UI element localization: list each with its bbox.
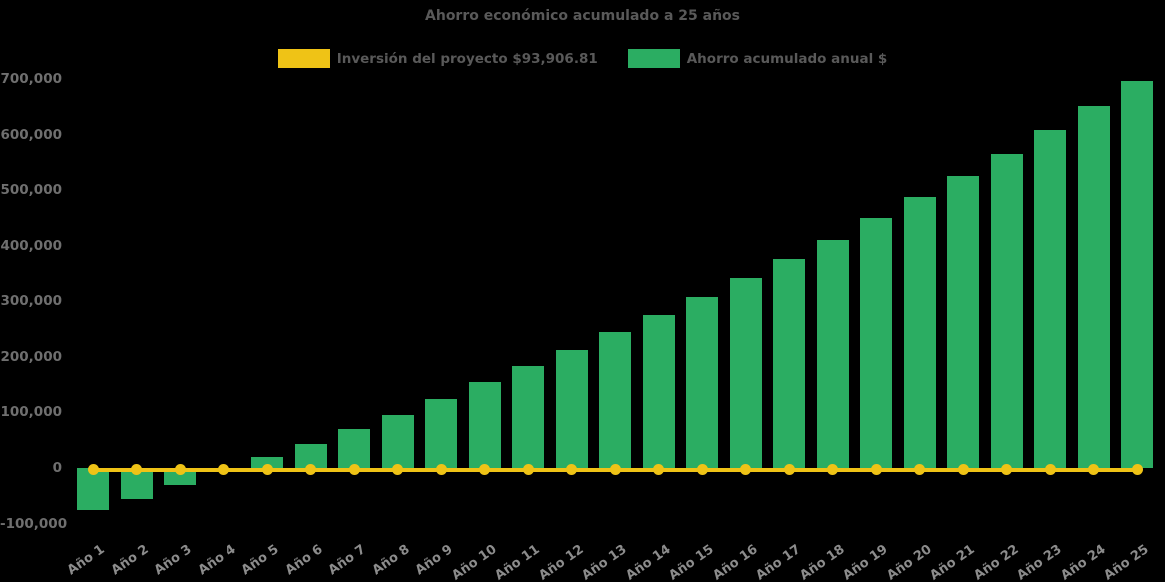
bar-año-22 bbox=[990, 154, 1023, 468]
bar-año-10 bbox=[468, 382, 501, 469]
bar-año-15 bbox=[686, 296, 718, 468]
bar-año-24 bbox=[1077, 105, 1110, 469]
bar-año-25 bbox=[1121, 80, 1153, 468]
investment-line-marker bbox=[522, 464, 534, 476]
bar-año-20 bbox=[903, 196, 936, 469]
y-tick-label: 0 bbox=[52, 460, 62, 477]
investment-line-marker bbox=[261, 464, 273, 476]
legend-item-savings: Ahorro acumulado anual $ bbox=[627, 49, 888, 68]
bar-año-21 bbox=[947, 175, 979, 468]
investment-line-marker bbox=[1044, 464, 1056, 476]
investment-line-marker bbox=[653, 464, 664, 476]
legend: Inversión del proyecto $93,906.81 Ahorro… bbox=[0, 49, 1165, 68]
bar-año-19 bbox=[860, 218, 892, 469]
investment-line-marker bbox=[174, 464, 186, 476]
legend-label-savings: Ahorro acumulado anual $ bbox=[686, 50, 888, 67]
investment-line-marker bbox=[566, 464, 577, 476]
investment-line-marker bbox=[131, 464, 142, 476]
investment-line-marker bbox=[392, 464, 403, 476]
investment-line-marker bbox=[348, 464, 360, 476]
y-tick-label: 400,000 bbox=[0, 237, 63, 254]
bar-año-9 bbox=[425, 398, 457, 469]
y-tick-label: 300,000 bbox=[0, 293, 63, 310]
investment-line-marker bbox=[305, 464, 316, 476]
bar-año-23 bbox=[1034, 129, 1066, 468]
bar-año-5 bbox=[251, 457, 283, 468]
bar-año-6 bbox=[294, 443, 327, 468]
investment-line-marker bbox=[696, 464, 708, 476]
bar-año-11 bbox=[512, 366, 544, 468]
legend-swatch-green bbox=[627, 49, 680, 68]
y-tick-label: 200,000 bbox=[0, 348, 63, 365]
investment-line-marker bbox=[1131, 464, 1143, 476]
y-tick-label: 100,000 bbox=[0, 404, 63, 421]
investment-line-marker bbox=[783, 464, 795, 476]
y-tick-label: 700,000 bbox=[0, 71, 63, 87]
bar-año-13 bbox=[599, 332, 631, 469]
investment-line-marker bbox=[609, 464, 621, 476]
legend-label-investment: Inversión del proyecto $93,906.81 bbox=[336, 50, 598, 67]
chart-title: Ahorro económico acumulado a 25 años bbox=[425, 8, 740, 24]
bar-año-18 bbox=[816, 239, 849, 469]
bar-año-16 bbox=[729, 277, 762, 469]
investment-line-marker bbox=[870, 464, 882, 476]
investment-line-marker bbox=[1088, 464, 1099, 476]
bar-año-12 bbox=[555, 349, 588, 468]
bar-año-7 bbox=[338, 428, 370, 469]
investment-line-marker bbox=[914, 464, 925, 476]
investment-line-marker bbox=[479, 464, 490, 476]
bar-año-17 bbox=[773, 258, 805, 469]
y-tick-label: 600,000 bbox=[0, 126, 63, 143]
bar-año-1 bbox=[77, 468, 109, 511]
bar-año-14 bbox=[642, 314, 675, 468]
investment-line-marker bbox=[435, 464, 447, 476]
investment-line-marker bbox=[218, 464, 229, 476]
investment-line-marker bbox=[87, 464, 99, 476]
investment-line-marker bbox=[1001, 464, 1012, 476]
bar-año-3 bbox=[164, 468, 196, 485]
y-tick-label: -100,000 bbox=[0, 515, 68, 532]
investment-line-marker bbox=[740, 464, 751, 476]
investment-line-marker bbox=[957, 464, 969, 476]
y-tick-label: 500,000 bbox=[0, 182, 63, 199]
bar-año-8 bbox=[381, 414, 414, 469]
investment-line-marker bbox=[827, 464, 838, 476]
legend-swatch-yellow bbox=[277, 49, 330, 68]
legend-item-investment: Inversión del proyecto $93,906.81 bbox=[277, 49, 598, 68]
